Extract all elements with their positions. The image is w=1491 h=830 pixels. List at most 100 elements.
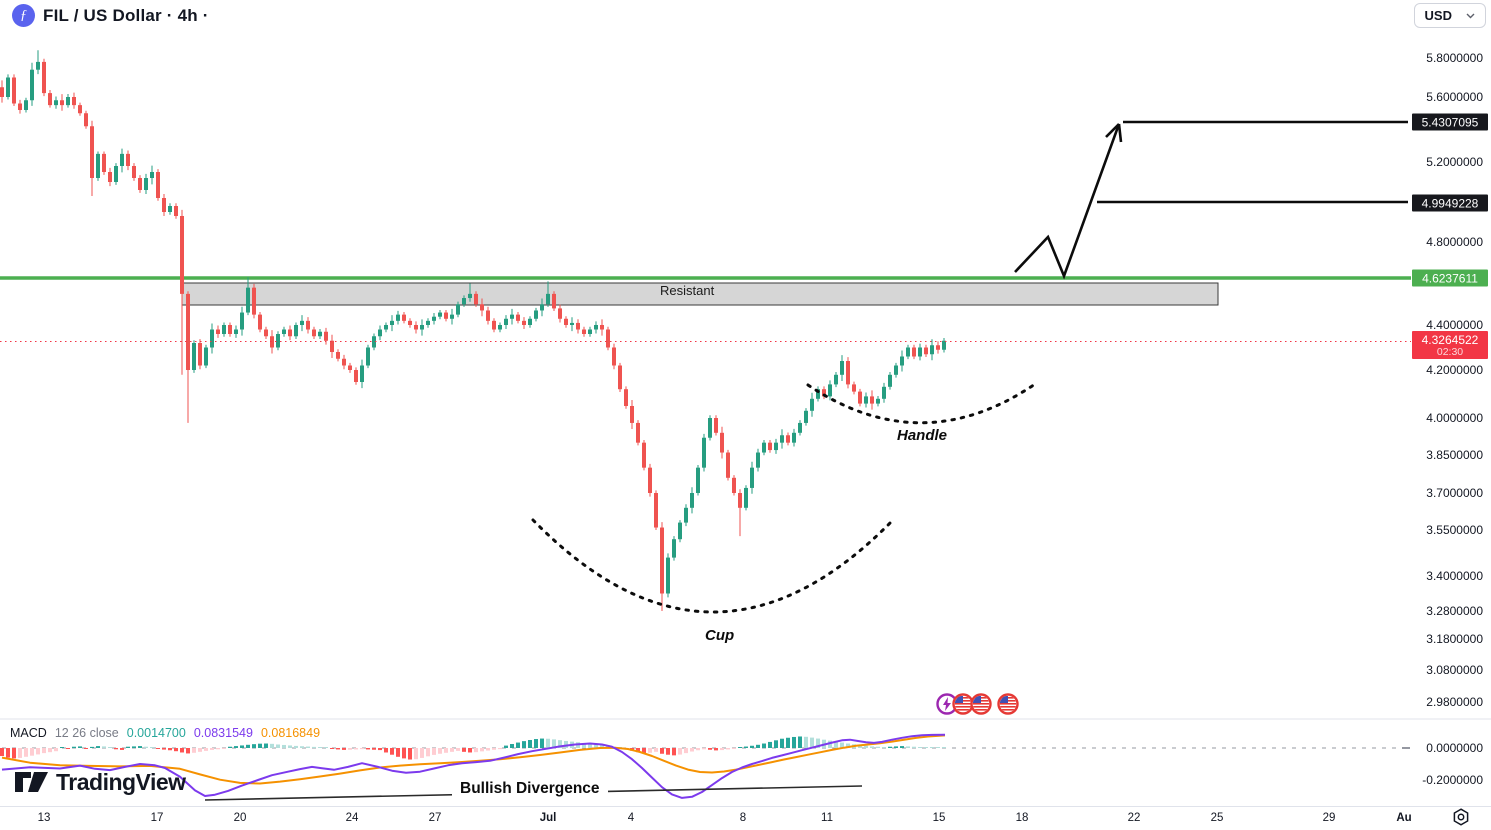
candle-body [390,320,394,325]
candle-body [240,312,244,330]
macd-legend[interactable]: MACD 12 26 close 0.0014700 0.0831549 0.0… [10,726,320,740]
candle-body [138,178,142,190]
hist-bar [726,748,730,750]
time-tick: 8 [739,812,747,824]
hist-bar [906,746,910,748]
price-tick: 5.6000000 [1426,90,1483,104]
resistance-zone-label: Resistant [660,283,715,298]
candle-body [648,467,652,493]
candle-body [546,293,550,305]
price-scale[interactable]: 5.8000000 5.6000000 5.2000000 4.8000000 4.40… [1411,0,1491,806]
candle-body [48,93,52,106]
candle-body [36,61,40,70]
candle-body [324,331,328,341]
candle-body [738,493,742,508]
hist-bar [510,744,514,748]
hist-bar [708,748,712,750]
time-tick: Jul [539,812,557,824]
chevron-down-icon [1466,13,1475,18]
us-flag-icon[interactable] [997,693,1019,715]
candle-body [30,69,34,101]
projection-arrow[interactable] [1014,123,1121,280]
candle-body [534,310,538,319]
hist-bar [204,748,208,751]
hist-bar [372,748,376,750]
candle-body [0,87,4,97]
hist-bar [870,746,874,748]
macd-params: 12 26 close [54,726,119,740]
hist-bar [474,748,478,753]
tradingview-logo[interactable]: TradingView [14,766,186,798]
hist-bar [486,748,490,751]
candle-body [606,329,610,348]
candle-body [438,312,442,317]
hist-bar [390,748,394,755]
hist-bar [534,739,538,748]
candle-body [246,287,250,313]
handle-arc[interactable] [806,380,1040,425]
candle-body [84,113,88,127]
hist-bar [552,739,556,748]
candle-body [186,293,190,370]
hist-bar [318,747,322,748]
us-flag-icon[interactable] [970,693,992,715]
candle-body [162,198,166,212]
price-tick: 4.4000000 [1426,318,1483,332]
macd-signal-value: 0.0816849 [260,726,321,740]
hist-bar [330,748,334,749]
candle-body [444,312,448,319]
candle-body [882,386,886,399]
candle-body [228,325,232,334]
hist-bar [858,745,862,748]
symbol-header: ƒ FIL / US Dollar · 4h · [12,4,209,27]
price-tick: 4.2000000 [1426,363,1483,377]
candle-body [678,522,682,540]
candle-body [594,325,598,330]
candle-body [270,336,274,348]
hist-bar [234,746,238,748]
candle-body [420,325,424,330]
hist-bar [138,746,142,748]
hist-bar [912,746,916,748]
candle-body [426,320,430,325]
hist-bar [828,740,832,748]
hist-bar [300,746,304,748]
candle-body [510,314,514,319]
hist-bar [84,748,88,749]
hist-bar [348,748,352,750]
timezone-settings-icon[interactable] [1451,807,1471,827]
crypto-event-icon[interactable] [936,693,958,715]
candle-body [354,370,358,382]
candle-body [918,347,922,357]
hist-bar [30,748,34,756]
candle-body [900,356,904,366]
time-scale[interactable]: 13 17 20 24 27 Jul 4 8 11 15 18 22 25 29 Au [0,806,1491,830]
candle-body [204,347,208,366]
candle-body [72,97,76,106]
hist-bar [804,736,808,748]
currency-dropdown[interactable]: USD [1413,3,1486,28]
hist-bar [246,744,250,748]
candle-body [768,442,772,451]
symbol-title[interactable]: FIL / US Dollar · 4h · [43,5,209,25]
hist-bar [144,746,148,748]
candle-body [702,437,706,468]
candle-body [42,61,46,94]
hist-bar [600,744,604,748]
hist-bar [408,748,412,760]
target-mid-price-label: 4.9949228 [1412,194,1488,212]
candle-body [486,310,490,321]
cup-arc[interactable] [531,518,895,614]
hist-bar [384,748,388,753]
price-tick: 3.7000000 [1426,486,1483,500]
hist-bar [894,746,898,748]
hist-bar [810,737,814,748]
bullish-divergence-label: Bullish Divergence [452,780,608,798]
hist-bar [654,748,658,752]
candle-body [120,153,124,166]
us-flag-icon[interactable] [952,693,974,715]
candle-body [150,172,154,178]
hist-bar [582,743,586,748]
hist-bar [558,740,562,748]
